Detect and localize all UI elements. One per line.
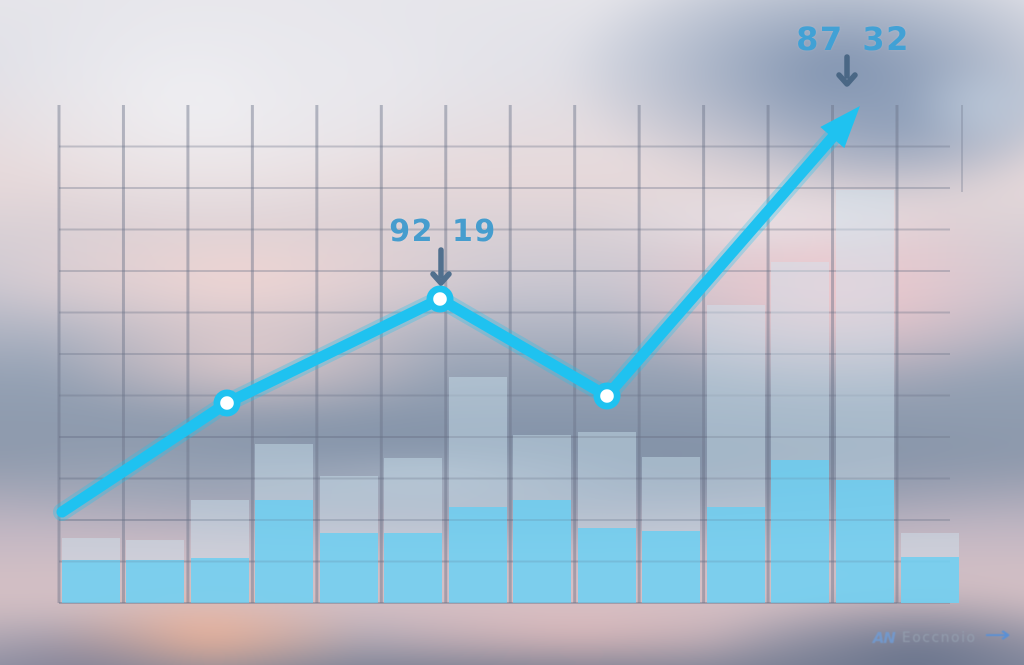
annotation-peak-value: 92 19	[389, 214, 497, 250]
cloud-blob	[900, 60, 1024, 150]
bottom-edge	[0, 645, 1024, 665]
cloud-blob	[150, 0, 570, 180]
caption-text: Eoccnoio	[901, 630, 977, 646]
caption-prefix: AN	[872, 629, 896, 647]
watermark-caption: AN Eoccnoio →	[872, 625, 1011, 648]
annotation-arrow-value: 87 32	[796, 20, 910, 59]
ocean-highlight	[180, 455, 680, 500]
right-arrow-icon: →	[983, 623, 1011, 648]
